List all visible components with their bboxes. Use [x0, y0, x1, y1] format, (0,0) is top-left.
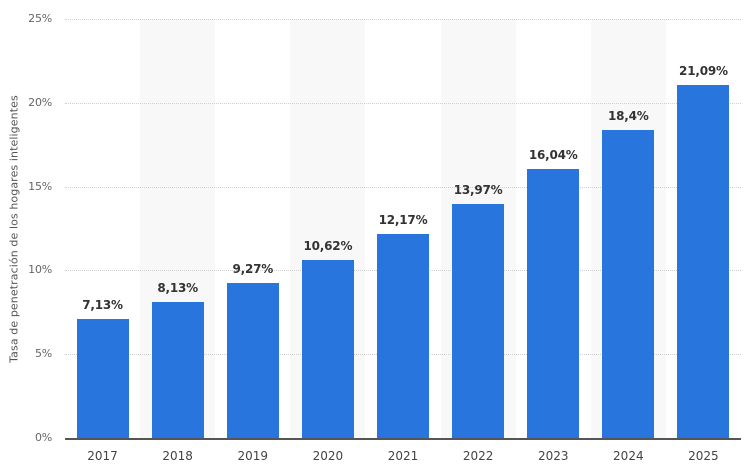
data-label: 9,27% [232, 261, 274, 276]
x-tick-label: 2022 [462, 449, 494, 463]
bar-2023[interactable] [527, 169, 580, 438]
data-label: 7,13% [82, 297, 123, 312]
x-tick-label: 2018 [162, 449, 193, 463]
bar-2021[interactable] [377, 234, 429, 438]
gridline [65, 102, 741, 104]
data-label: 8,13% [157, 280, 198, 295]
gridline [65, 19, 741, 20]
y-tick-label: 5% [34, 347, 52, 361]
x-tick-label: 2017 [87, 449, 118, 463]
x-tick-label: 2025 [688, 449, 719, 463]
data-label: 12,17% [378, 213, 428, 228]
y-tick-label: 20% [28, 95, 52, 109]
x-axis-line [65, 438, 741, 440]
bar-2025[interactable] [677, 84, 730, 438]
x-tick-label: 2023 [537, 449, 569, 463]
y-tick-label: 15% [28, 179, 52, 193]
gridline [65, 186, 741, 188]
bar-2024[interactable] [602, 129, 655, 438]
bar-2017[interactable] [76, 318, 129, 438]
bar-2020[interactable] [301, 260, 354, 438]
data-label: 18,4% [608, 108, 649, 123]
data-label: 21,09% [679, 63, 728, 78]
x-tick-label: 2021 [387, 449, 419, 463]
bar-2019[interactable] [226, 282, 279, 438]
y-tick-label: 25% [28, 12, 52, 25]
bar-2022[interactable] [452, 203, 505, 438]
bar-2018[interactable] [151, 301, 204, 438]
x-tick-label: 2020 [312, 449, 344, 463]
x-tick-label: 2024 [613, 449, 644, 463]
data-label: 13,97% [453, 182, 503, 197]
y-axis-label: Tasa de penetración de los hogares intel… [7, 95, 21, 363]
x-tick-label: 2019 [237, 449, 269, 463]
data-label: 10,62% [303, 239, 353, 253]
data-label: 16,04% [528, 148, 578, 163]
y-tick-label: 10% [28, 263, 52, 277]
y-tick-label: 0% [34, 431, 52, 444]
plot-area: 7,13% 8,13% 9,27% 10,62% 12,17% 13,97% 16,04% 1… [65, 19, 741, 438]
